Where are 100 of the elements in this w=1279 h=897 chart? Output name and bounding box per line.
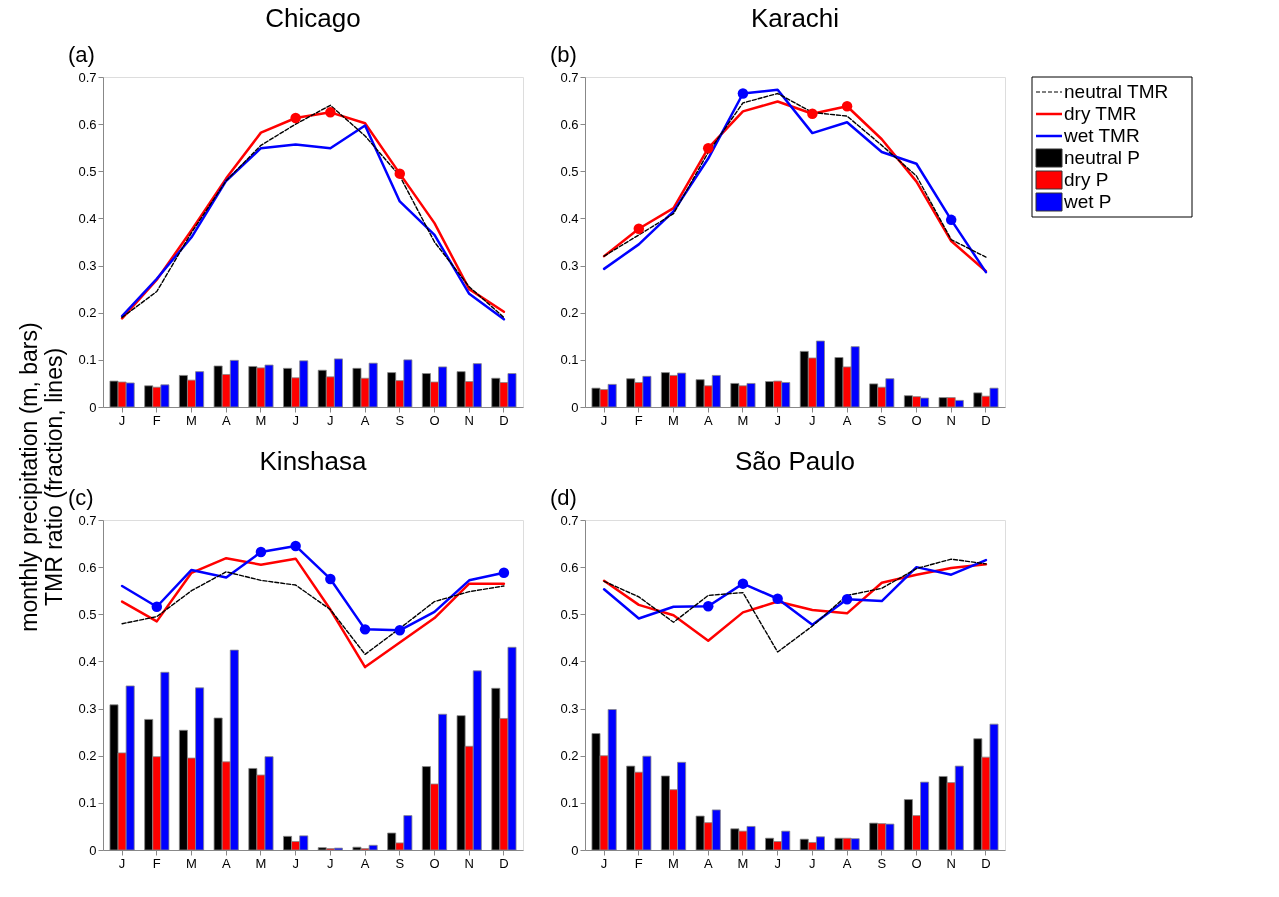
point	[359, 624, 371, 635]
chart-title: Chicago	[265, 3, 361, 33]
point	[394, 168, 406, 179]
x-tick-label: M	[255, 412, 267, 428]
x-tick-label: J	[118, 855, 126, 871]
y-tick-label: 0.6	[78, 559, 97, 575]
x-tick-label: D	[981, 412, 991, 428]
y-tick-label: 0.6	[560, 559, 579, 575]
x-tick-label: F	[634, 855, 643, 871]
x-tick-label: D	[499, 855, 509, 871]
point	[498, 567, 510, 579]
x-tick-label: J	[600, 412, 608, 428]
y-tick-label: 0.4	[78, 653, 97, 669]
x-tick-label: A	[703, 855, 713, 871]
point	[290, 540, 301, 552]
y-tick-label: 0.2	[560, 748, 579, 764]
x-tick-label: M	[186, 855, 197, 871]
x-tick-label: J	[327, 412, 334, 428]
text: (d)	[550, 485, 577, 510]
x-tick-label: M	[668, 412, 679, 428]
y-tick-label: 0.2	[78, 748, 97, 764]
y-tick-label: 0.5	[560, 606, 579, 622]
point	[807, 108, 818, 120]
point	[737, 88, 749, 99]
x-tick-label: N	[464, 412, 474, 428]
point	[255, 546, 267, 558]
y-tick-label: 0.5	[78, 606, 97, 622]
line-series	[602, 558, 988, 626]
point	[702, 142, 714, 154]
point	[290, 112, 301, 124]
point	[841, 593, 853, 605]
point	[841, 100, 853, 112]
text: (a)	[68, 42, 95, 67]
text: (b)	[550, 42, 577, 67]
y-tick-label: 0.5	[78, 163, 97, 179]
x-tick-label: A	[842, 855, 852, 871]
x-tick-label: J	[774, 855, 781, 871]
text: (c)	[68, 485, 94, 510]
y-axis-title: monthly precipitation (m, bars) TMR ratio (fraction, lines)	[16, 322, 67, 632]
x-tick-label: S	[395, 412, 405, 428]
point	[737, 578, 749, 589]
y-tick-label: 0.3	[78, 258, 97, 274]
y-tick-label: 0.7	[78, 69, 97, 85]
y-tick-label: 0.7	[560, 512, 579, 528]
x-tick-label: S	[395, 855, 405, 871]
line-series	[121, 571, 505, 656]
x-tick-label: D	[981, 855, 991, 871]
y-tick-label: 0.4	[78, 210, 97, 226]
x-tick-label: S	[877, 855, 887, 871]
y-tick-label: 0.4	[560, 653, 579, 669]
x-tick-label: A	[703, 412, 713, 428]
x-tick-label: J	[809, 412, 816, 428]
x-tick-label: J	[809, 855, 816, 871]
x-tick-label: S	[877, 412, 887, 428]
x-tick-label: N	[946, 855, 956, 871]
x-tick-label: D	[499, 412, 509, 428]
x-tick-label: F	[152, 412, 161, 428]
line-series	[603, 558, 987, 653]
x-tick-label: M	[255, 855, 267, 871]
chart-title: São Paulo	[735, 446, 855, 476]
x-tick-label: O	[911, 855, 922, 871]
point	[325, 107, 336, 118]
y-tick-label: 0	[89, 842, 97, 858]
x-tick-label: A	[221, 855, 231, 871]
x-tick-label: J	[292, 855, 299, 871]
chart-title: Karachi	[750, 3, 840, 33]
point	[772, 593, 783, 604]
y-tick-label: 0.2	[78, 305, 97, 321]
x-tick-label: J	[774, 412, 781, 428]
point	[945, 214, 957, 226]
y-tick-label: 0.3	[560, 701, 579, 717]
point	[325, 573, 336, 585]
legend-label: neutral TMR	[1064, 81, 1169, 102]
y-tick-label: 0.1	[560, 352, 579, 368]
point	[394, 625, 406, 636]
y-tick-label: 0	[571, 399, 579, 415]
chart-title: Kinshasa	[259, 446, 368, 476]
x-tick-label: M	[186, 412, 197, 428]
x-tick-label: J	[600, 855, 608, 871]
point	[702, 601, 714, 612]
x-tick-label: N	[464, 855, 474, 871]
y-tick-label: 0.5	[560, 163, 579, 179]
x-tick-label: F	[152, 855, 161, 871]
legend-label: wet TMR	[1063, 125, 1140, 146]
x-tick-label: F	[634, 412, 643, 428]
y-tick-label: 0.7	[78, 512, 97, 528]
y-tick-label: 0	[89, 399, 97, 415]
point	[151, 601, 163, 612]
y-tick-label: 0.7	[560, 69, 579, 85]
y-tick-label: 0	[571, 842, 579, 858]
y-tick-label: 0.3	[560, 258, 579, 274]
legend-label: dry TMR	[1064, 103, 1137, 124]
x-tick-label: N	[946, 412, 956, 428]
x-tick-label: A	[360, 412, 370, 428]
x-tick-label: O	[429, 412, 440, 428]
point	[633, 223, 645, 235]
x-tick-label: A	[360, 855, 370, 871]
legend-label: wet P	[1063, 191, 1112, 212]
legend-label: dry P	[1064, 169, 1109, 190]
y-tick-label: 0.6	[560, 116, 579, 132]
